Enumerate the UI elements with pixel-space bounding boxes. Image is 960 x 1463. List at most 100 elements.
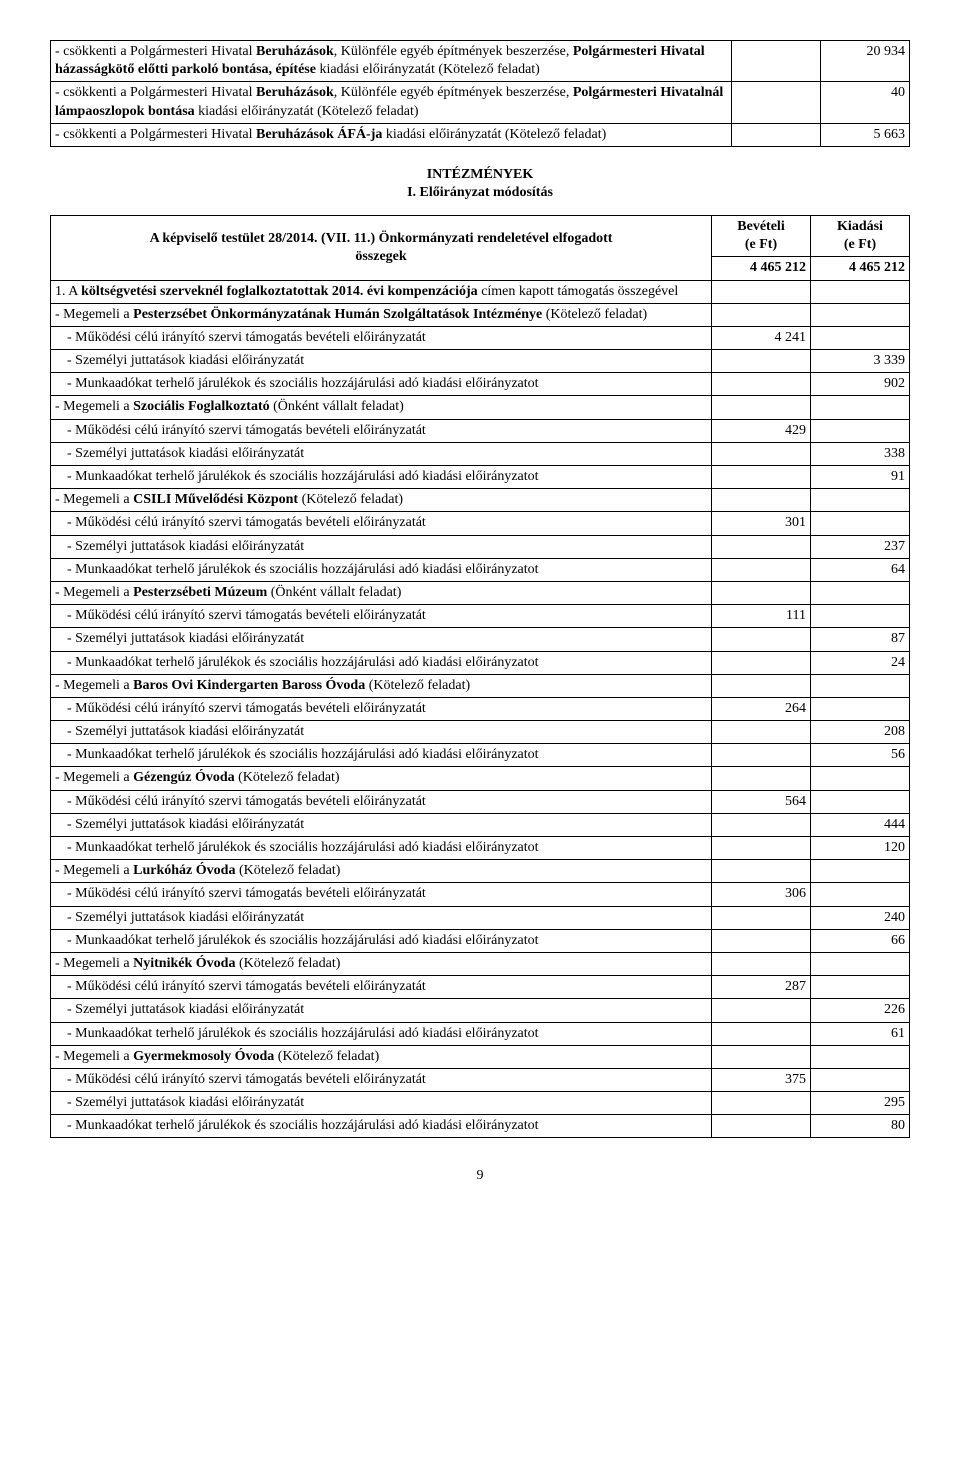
row-text: - Személyi juttatások kiadási előirányza…	[51, 350, 712, 373]
table-row: - Működési célú irányító szervi támogatá…	[51, 697, 910, 720]
col-bev: 306	[712, 883, 811, 906]
col-bev	[712, 1045, 811, 1068]
row-text: - Működési célú irányító szervi támogatá…	[51, 790, 712, 813]
col-kia	[811, 674, 910, 697]
col-bev	[712, 466, 811, 489]
col-kia: 5 663	[821, 123, 910, 146]
row-text: - Személyi juttatások kiadási előirányza…	[51, 1092, 712, 1115]
col-bev	[712, 999, 811, 1022]
table-row: - csökkenti a Polgármesteri Hivatal Beru…	[51, 82, 910, 123]
row-text: - Munkaadókat terhelő járulékok és szoci…	[51, 651, 712, 674]
col-kia: 902	[811, 373, 910, 396]
table-row: - Munkaadókat terhelő járulékok és szoci…	[51, 929, 910, 952]
row-text: - Személyi juttatások kiadási előirányza…	[51, 813, 712, 836]
col-kia	[811, 952, 910, 975]
table-row: - Munkaadókat terhelő járulékok és szoci…	[51, 466, 910, 489]
col-bev	[712, 721, 811, 744]
col-kia	[811, 303, 910, 326]
table-row: - Személyi juttatások kiadási előirányza…	[51, 442, 910, 465]
row-text: - Személyi juttatások kiadási előirányza…	[51, 628, 712, 651]
col-kia: 208	[811, 721, 910, 744]
col-kia: 66	[811, 929, 910, 952]
table-row: - Működési célú irányító szervi támogatá…	[51, 605, 910, 628]
col-kia: 338	[811, 442, 910, 465]
col-kia: 120	[811, 837, 910, 860]
col-bev	[712, 906, 811, 929]
table-row: - csökkenti a Polgármesteri Hivatal Beru…	[51, 123, 910, 146]
col-kia	[811, 326, 910, 349]
row-text: - Megemeli a Pesterzsébet Önkormányzatán…	[51, 303, 712, 326]
col-kia: 20 934	[821, 41, 910, 82]
col-bev	[712, 674, 811, 697]
table-row: - Személyi juttatások kiadási előirányza…	[51, 1092, 910, 1115]
row-text: - Megemeli a Nyitnikék Óvoda (Kötelező f…	[51, 952, 712, 975]
row-text: - Személyi juttatások kiadási előirányza…	[51, 442, 712, 465]
col-bev	[712, 744, 811, 767]
row-text: - Működési célú irányító szervi támogatá…	[51, 976, 712, 999]
col-kia	[811, 280, 910, 303]
row-text: - Megemeli a CSILI Művelődési Központ (K…	[51, 489, 712, 512]
row-text: - Munkaadókat terhelő járulékok és szoci…	[51, 1022, 712, 1045]
col-bev	[712, 442, 811, 465]
table-row: - Személyi juttatások kiadási előirányza…	[51, 721, 910, 744]
row-text: - Munkaadókat terhelő járulékok és szoci…	[51, 837, 712, 860]
total-kia: 4 465 212	[811, 257, 910, 280]
table-row: - Személyi juttatások kiadási előirányza…	[51, 999, 910, 1022]
col-bev	[712, 837, 811, 860]
row-text: - Munkaadókat terhelő járulékok és szoci…	[51, 929, 712, 952]
col-kia	[811, 976, 910, 999]
row-text: - Személyi juttatások kiadási előirányza…	[51, 906, 712, 929]
row-text: - Személyi juttatások kiadási előirányza…	[51, 535, 712, 558]
table-row: - Személyi juttatások kiadási előirányza…	[51, 628, 910, 651]
col-kia: 80	[811, 1115, 910, 1138]
col-kia	[811, 860, 910, 883]
col-bev	[712, 952, 811, 975]
table-row: - csökkenti a Polgármesteri Hivatal Beru…	[51, 41, 910, 82]
col-kia	[811, 790, 910, 813]
table-row: - Működési célú irányító szervi támogatá…	[51, 976, 910, 999]
header-kia: Kiadási(e Ft)	[811, 215, 910, 256]
table-row: - Megemeli a Pesterzsébet Önkormányzatán…	[51, 303, 910, 326]
col-bev: 301	[712, 512, 811, 535]
col-kia: 3 339	[811, 350, 910, 373]
row-text: - Munkaadókat terhelő járulékok és szoci…	[51, 744, 712, 767]
table-row: - Munkaadókat terhelő járulékok és szoci…	[51, 651, 910, 674]
row-text: - Működési célú irányító szervi támogatá…	[51, 605, 712, 628]
table-row: - Megemeli a Gyermekmosoly Óvoda (Kötele…	[51, 1045, 910, 1068]
row-text: - Működési célú irányító szervi támogatá…	[51, 326, 712, 349]
row-text: - Megemeli a Baros Ovi Kindergarten Baro…	[51, 674, 712, 697]
col-kia	[811, 581, 910, 604]
col-bev	[732, 123, 821, 146]
table-row: - Működési célú irányító szervi támogatá…	[51, 790, 910, 813]
col-kia: 56	[811, 744, 910, 767]
col-kia: 295	[811, 1092, 910, 1115]
col-kia: 87	[811, 628, 910, 651]
col-kia: 24	[811, 651, 910, 674]
main-table: A képviselő testület 28/2014. (VII. 11.)…	[50, 215, 910, 1139]
row-text: - Működési célú irányító szervi támogatá…	[51, 512, 712, 535]
col-bev	[732, 82, 821, 123]
col-kia: 237	[811, 535, 910, 558]
col-kia	[811, 697, 910, 720]
row-text: - Működési célú irányító szervi támogatá…	[51, 419, 712, 442]
col-bev	[732, 41, 821, 82]
col-bev	[712, 860, 811, 883]
table-row: - Személyi juttatások kiadási előirányza…	[51, 350, 910, 373]
row-text: - Munkaadókat terhelő járulékok és szoci…	[51, 1115, 712, 1138]
col-bev: 111	[712, 605, 811, 628]
col-kia: 240	[811, 906, 910, 929]
header-bev: Bevételi(e Ft)	[712, 215, 811, 256]
header-left: A képviselő testület 28/2014. (VII. 11.)…	[51, 215, 712, 280]
col-kia	[811, 419, 910, 442]
table-row: - Munkaadókat terhelő járulékok és szoci…	[51, 837, 910, 860]
col-bev	[712, 1115, 811, 1138]
row-text: - Személyi juttatások kiadási előirányza…	[51, 721, 712, 744]
col-kia	[811, 1068, 910, 1091]
row-text: - Munkaadókat terhelő járulékok és szoci…	[51, 558, 712, 581]
table-row: - Munkaadókat terhelő járulékok és szoci…	[51, 558, 910, 581]
section-heading: INTÉZMÉNYEK	[50, 167, 910, 183]
page-number: 9	[50, 1168, 910, 1184]
row-text: - csökkenti a Polgármesteri Hivatal Beru…	[51, 41, 732, 82]
col-bev: 264	[712, 697, 811, 720]
col-bev	[712, 628, 811, 651]
